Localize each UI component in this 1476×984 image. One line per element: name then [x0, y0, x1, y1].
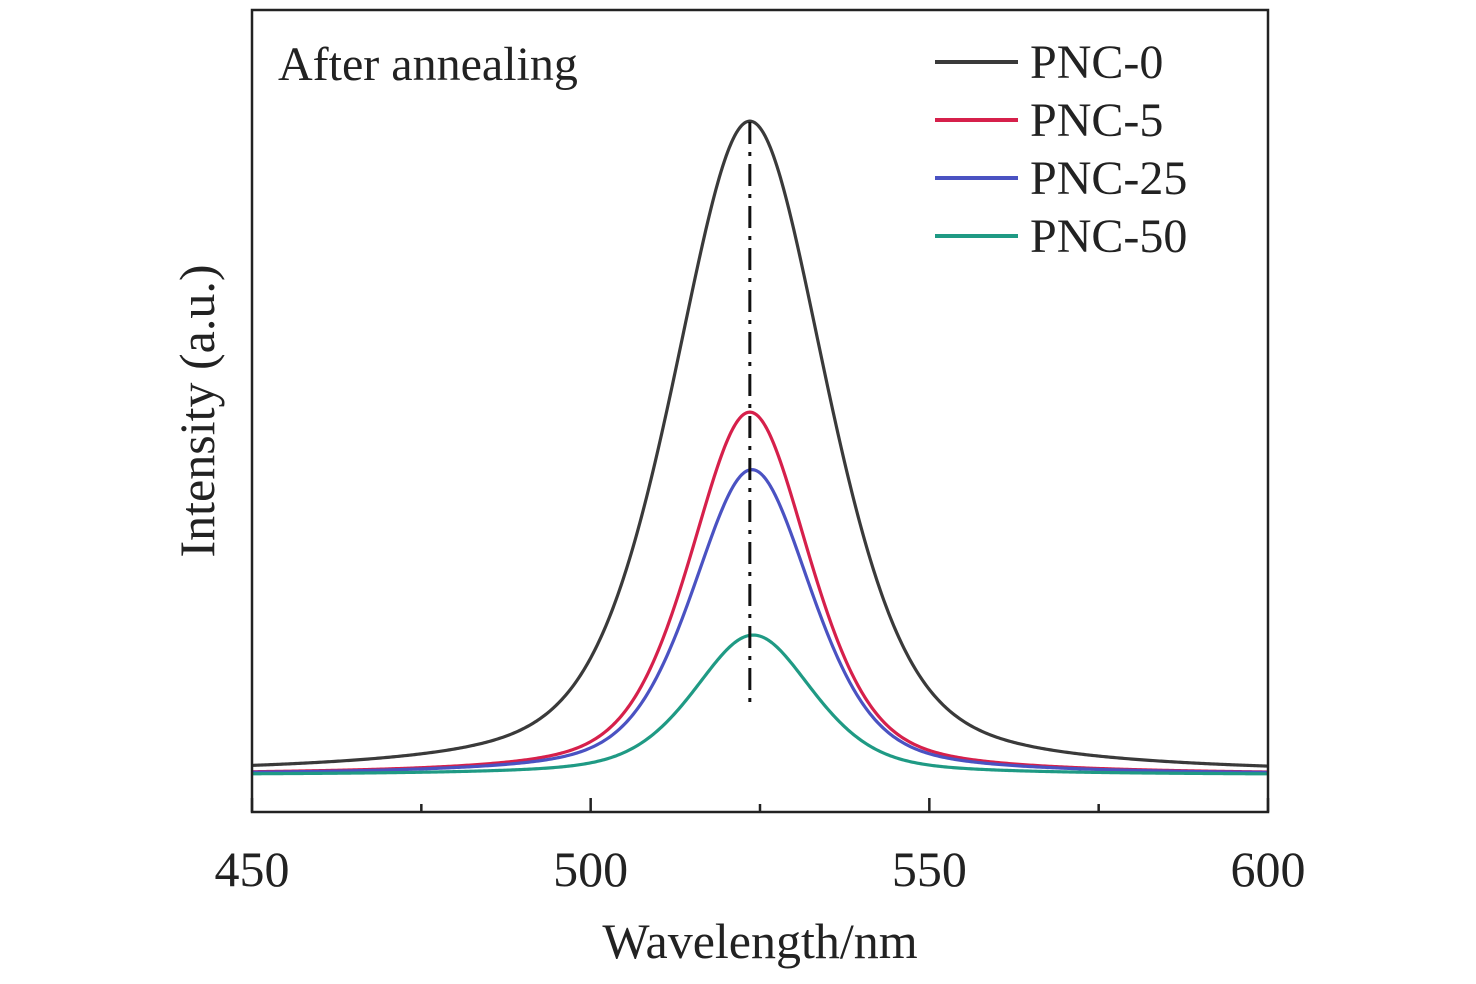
annotation-label: After annealing [278, 38, 578, 91]
plot-lines [251, 119, 1269, 776]
x-axis-title: Wavelength/nm [602, 913, 917, 969]
series-line-pnc-25 [251, 468, 1269, 775]
legend-label-pnc-50: PNC-50 [1030, 210, 1187, 263]
legend-label-pnc-5: PNC-5 [1030, 94, 1163, 147]
x-tick-label: 550 [892, 841, 967, 897]
series-line-pnc-5 [251, 410, 1269, 774]
x-tick-label: 600 [1231, 841, 1306, 897]
series-line-pnc-50 [251, 633, 1269, 776]
x-axis-ticks: 450 500 550 600 [215, 798, 1306, 897]
legend-label-pnc-0: PNC-0 [1030, 36, 1163, 89]
legend-label-pnc-25: PNC-25 [1030, 152, 1187, 205]
x-tick-label: 500 [553, 841, 628, 897]
y-axis-title: Intensity (a.u.) [169, 265, 225, 558]
series-line-pnc-0 [251, 119, 1269, 768]
x-tick-label: 450 [215, 841, 290, 897]
